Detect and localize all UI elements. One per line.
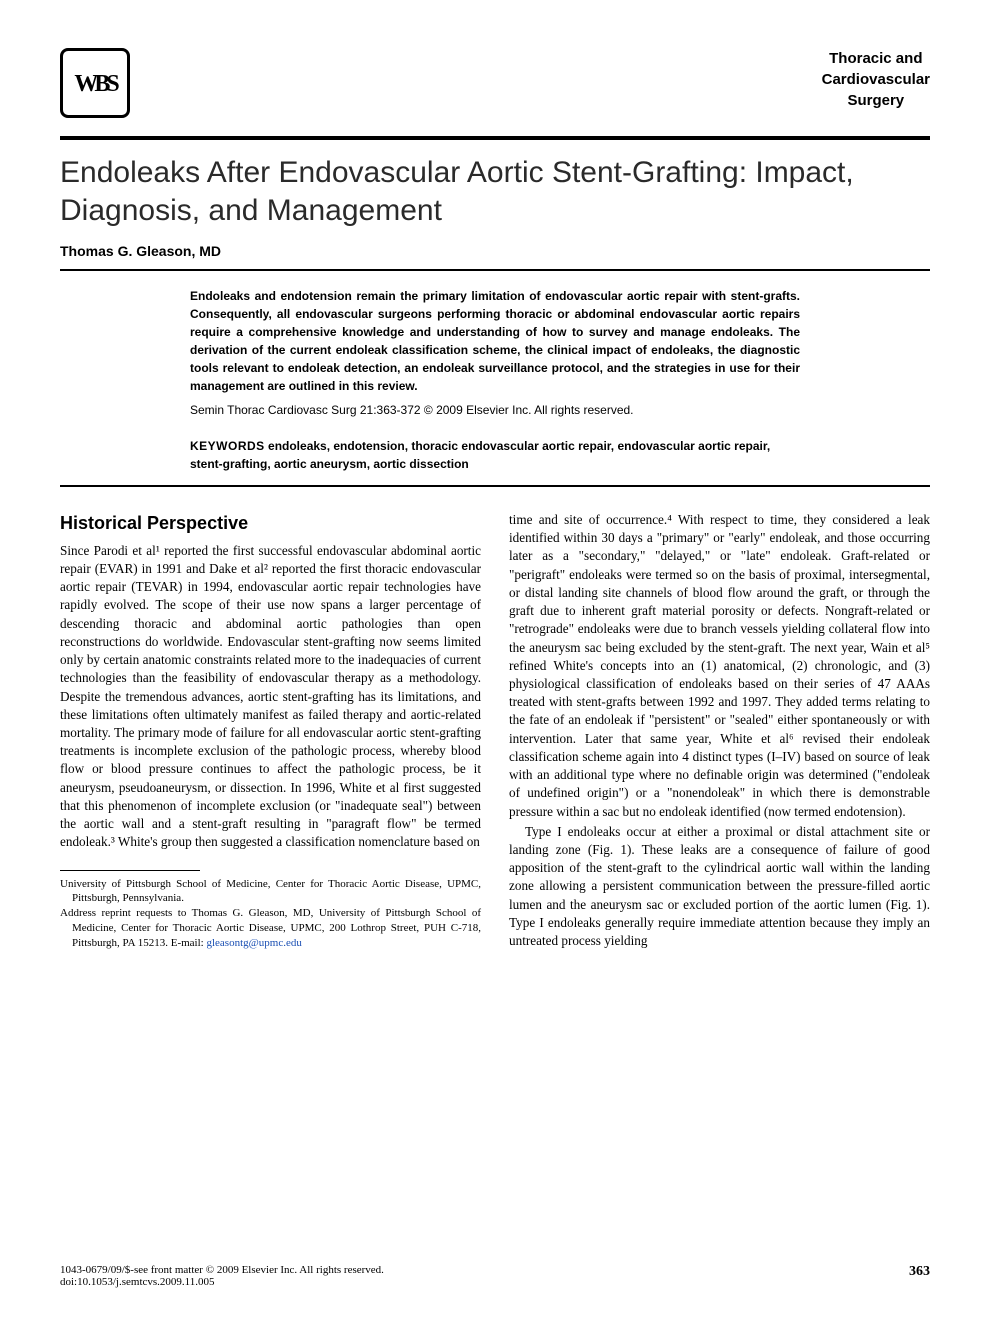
page-header: WBS Thoracic and Cardiovascular Surgery <box>60 48 930 118</box>
author-line: Thomas G. Gleason, MD <box>60 243 930 259</box>
copyright-line: 1043-0679/09/$-see front matter © 2009 E… <box>60 1264 384 1276</box>
doi-line: doi:10.1053/j.semtcvs.2009.11.005 <box>60 1276 384 1288</box>
page-number: 363 <box>909 1264 930 1288</box>
reprint-footnote: Address reprint requests to Thomas G. Gl… <box>60 906 481 951</box>
keywords-row: KEYWORDS endoleaks, endotension, thoraci… <box>190 437 800 473</box>
keywords-value: endoleaks, endotension, thoracic endovas… <box>190 439 770 471</box>
keywords-label: KEYWORDS <box>190 439 265 453</box>
title-rule <box>60 269 930 271</box>
journal-section-label: Thoracic and Cardiovascular Surgery <box>822 48 930 111</box>
body-paragraph-col1: Since Parodi et al¹ reported the first s… <box>60 542 481 852</box>
footnote-rule <box>60 870 200 871</box>
journal-label-line-2: Cardiovascular <box>822 69 930 90</box>
publisher-logo-text: WBS <box>74 75 115 94</box>
article-title: Endoleaks After Endovascular Aortic Sten… <box>60 154 930 229</box>
journal-label-line-3: Surgery <box>822 90 930 111</box>
affiliation-footnote: University of Pittsburgh School of Medic… <box>60 877 481 907</box>
reprint-email[interactable]: gleasontg@upmc.edu <box>206 937 301 949</box>
abstract-block: Endoleaks and endotension remain the pri… <box>190 287 800 417</box>
footer-left: 1043-0679/09/$-see front matter © 2009 E… <box>60 1264 384 1288</box>
journal-label-line-1: Thoracic and <box>822 48 930 69</box>
abstract-text: Endoleaks and endotension remain the pri… <box>190 287 800 395</box>
citation-line: Semin Thorac Cardiovasc Surg 21:363-372 … <box>190 403 800 417</box>
footnotes: University of Pittsburgh School of Medic… <box>60 877 481 951</box>
body-paragraph-col2a: time and site of occurrence.⁴ With respe… <box>509 511 930 821</box>
body-paragraph-col2b: Type I endoleaks occur at either a proxi… <box>509 823 930 951</box>
article-body: Historical Perspective Since Parodi et a… <box>60 511 930 951</box>
publisher-logo: WBS <box>60 48 130 118</box>
header-rule <box>60 136 930 140</box>
page-footer: 1043-0679/09/$-see front matter © 2009 E… <box>60 1264 930 1288</box>
keywords-rule <box>60 485 930 487</box>
section-heading: Historical Perspective <box>60 511 481 536</box>
